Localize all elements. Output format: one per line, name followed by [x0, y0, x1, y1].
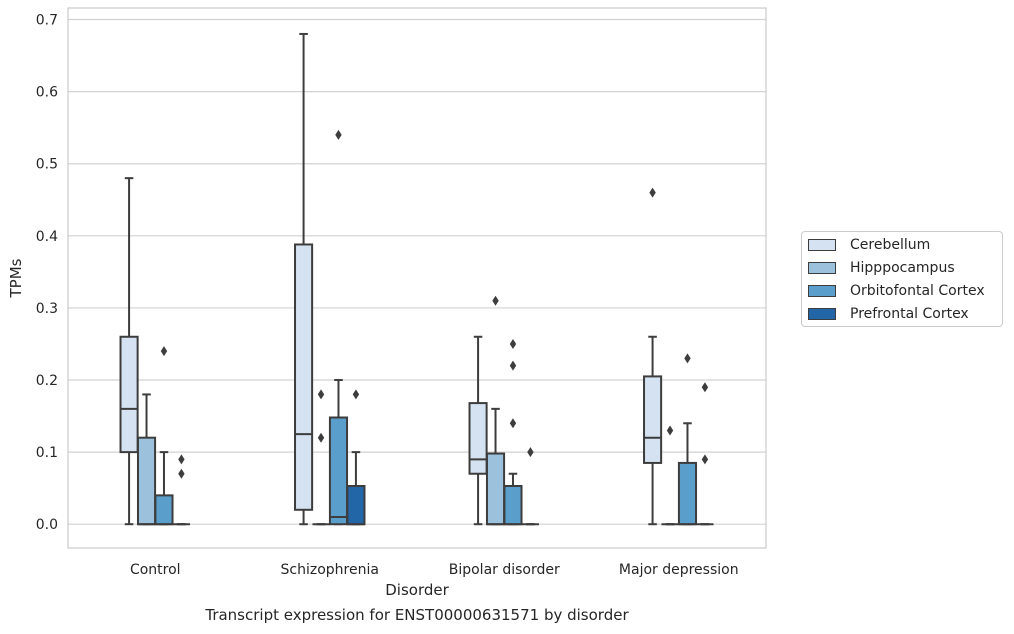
box-iqr [136, 436, 157, 526]
outlier-point [701, 382, 709, 393]
legend-label-prefrontal: Prefrontal Cortex [850, 306, 969, 322]
gridlines [68, 18, 766, 525]
outlier-point [178, 454, 185, 465]
box-group [328, 129, 349, 526]
outlier-point [666, 425, 674, 436]
y-tick-label: 0.5 [36, 157, 58, 173]
plot-frame [67, 7, 767, 549]
x-tick-label: Control [130, 562, 181, 578]
y-axis-label: TPMs [7, 258, 25, 298]
box-group [136, 393, 157, 526]
box-iqr [346, 484, 366, 526]
box-group [154, 346, 174, 526]
box-group [661, 425, 679, 526]
x-tick-label: Bipolar disorder [449, 562, 560, 578]
box-iqr [485, 452, 506, 526]
legend-swatch-hippocampus [808, 262, 836, 274]
box-group [677, 353, 698, 526]
box-group [119, 177, 139, 526]
outlier-point [509, 338, 517, 349]
box-iqr [503, 484, 523, 526]
y-tick-label: 0.6 [36, 85, 58, 101]
legend-item-orbitofrontal: Orbitofontal Cortex [808, 282, 985, 300]
y-tick-label: 0.2 [36, 373, 58, 389]
legend-label-cerebellum: Cerebellum [850, 237, 931, 253]
box-iqr [677, 461, 698, 526]
outlier-point [492, 295, 499, 306]
outlier-point [509, 418, 517, 429]
y-tick-label: 0.7 [36, 13, 58, 29]
x-axis-ticks: Control Schizophrenia Bipolar disorder Majo… [130, 562, 739, 578]
box-group [346, 389, 366, 526]
box-iqr [294, 243, 314, 511]
outlier-point [509, 360, 517, 371]
box-group [172, 454, 190, 526]
outlier-point [352, 389, 360, 400]
y-axis-ticks: 0.0 0.1 0.2 0.3 0.4 0.5 0.6 0.7 [36, 13, 58, 534]
box-group [503, 338, 523, 526]
outlier-point [649, 187, 656, 198]
box-iqr [468, 402, 488, 475]
box-iqr [643, 375, 663, 464]
box-group [485, 295, 506, 526]
y-tick-label: 0.1 [36, 445, 58, 461]
outlier-point [527, 447, 534, 458]
x-tick-label: Major depression [619, 562, 739, 578]
box-series [119, 32, 714, 526]
outlier-point [317, 432, 325, 443]
figure-caption: Transcript expression for ENST0000063157… [205, 606, 629, 624]
legend-swatch-orbitofrontal [808, 285, 836, 297]
outlier-point [178, 468, 185, 479]
legend-item-hippocampus: Hipppocampus [808, 259, 955, 277]
box-group [312, 389, 330, 526]
legend-swatch-prefrontal [808, 308, 836, 320]
outlier-point [160, 346, 168, 357]
legend-swatch-cerebellum [808, 239, 836, 251]
box-group [696, 382, 714, 526]
box-iqr [119, 335, 139, 454]
box-iqr [154, 494, 174, 526]
box-group [521, 447, 539, 526]
legend: Cerebellum Hipppocampus Orbitofontal Cor… [801, 231, 1003, 327]
y-tick-label: 0.3 [36, 301, 58, 317]
legend-label-hippocampus: Hipppocampus [850, 260, 955, 276]
legend-item-prefrontal: Prefrontal Cortex [808, 305, 969, 323]
legend-item-cerebellum: Cerebellum [808, 236, 930, 254]
outlier-point [317, 389, 325, 400]
outlier-point [701, 454, 709, 465]
outlier-point [684, 353, 691, 364]
box-group [294, 32, 314, 526]
y-tick-label: 0.0 [36, 517, 58, 533]
x-axis-label: Disorder [385, 581, 449, 599]
box-iqr [328, 416, 349, 526]
legend-label-orbitofrontal: Orbitofontal Cortex [850, 283, 985, 299]
outlier-point [335, 129, 342, 140]
box-group [643, 187, 663, 526]
y-tick-label: 0.4 [36, 229, 58, 245]
box-group [468, 335, 488, 526]
x-tick-label: Schizophrenia [281, 562, 379, 578]
